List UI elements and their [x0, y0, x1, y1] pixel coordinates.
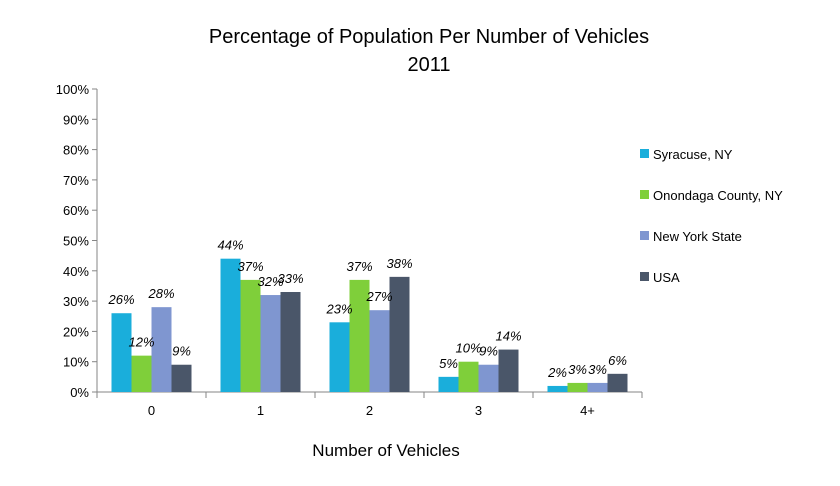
y-tick-label: 30%	[63, 294, 89, 309]
legend-entry: New York State	[653, 229, 742, 244]
bar	[369, 310, 390, 392]
data-label: 23%	[325, 301, 352, 316]
x-axis-title: Number of Vehicles	[312, 441, 459, 460]
data-label: 9%	[172, 344, 191, 359]
legend-entry: Syracuse, NY	[653, 147, 733, 162]
data-label: 14%	[495, 329, 521, 344]
data-labels: 26%12%28%9%44%37%32%33%23%37%27%38%5%10%…	[107, 238, 626, 380]
data-label: 5%	[439, 356, 458, 371]
bar	[547, 385, 568, 392]
chart-subtitle: 2011	[407, 54, 450, 76]
legend: Syracuse, NY Onondaga County, NY New York …	[640, 147, 783, 285]
bar	[329, 322, 350, 392]
x-tick-label: 2	[366, 403, 373, 418]
legend-entry: Onondaga County, NY	[653, 188, 783, 203]
data-label: 28%	[147, 286, 174, 301]
data-label: 26%	[107, 292, 134, 307]
data-label: 37%	[346, 259, 372, 274]
x-tick-label: 3	[475, 403, 482, 418]
x-tick-label: 0	[148, 403, 155, 418]
bar	[220, 258, 241, 392]
legend-swatch	[640, 149, 649, 158]
bars	[111, 258, 628, 392]
x-axis: 0 1 2 3 4+	[96, 391, 643, 418]
bar	[587, 382, 608, 392]
y-tick-label: 20%	[63, 324, 89, 339]
data-label: 27%	[365, 289, 392, 304]
chart-title: Percentage of Population Per Number of V…	[209, 26, 649, 48]
data-label: 3%	[588, 362, 607, 377]
data-label: 6%	[608, 353, 627, 368]
y-axis: 0% 10% 20% 30% 40% 50% 60% 70% 80% 90% 100%	[56, 82, 98, 400]
y-tick-label: 50%	[63, 234, 89, 249]
data-label: 38%	[386, 256, 412, 271]
bar	[111, 313, 132, 392]
data-label: 10%	[455, 341, 481, 356]
x-tick-label: 4+	[580, 403, 595, 418]
data-label: 33%	[277, 271, 303, 286]
legend-swatch	[640, 231, 649, 240]
bar	[171, 364, 192, 392]
bar	[131, 355, 152, 392]
bar	[151, 307, 172, 392]
y-tick-label: 70%	[63, 173, 89, 188]
legend-entry: USA	[653, 270, 680, 285]
legend-swatch	[640, 190, 649, 199]
data-label: 3%	[568, 362, 587, 377]
bar	[438, 376, 459, 392]
bar	[567, 382, 588, 392]
y-tick-label: 0%	[70, 385, 89, 400]
bar	[498, 349, 519, 392]
y-tick-label: 60%	[63, 203, 89, 218]
bar	[607, 373, 628, 392]
bar	[280, 292, 301, 392]
data-label: 12%	[128, 335, 154, 350]
bar	[260, 295, 281, 392]
y-tick-label: 10%	[63, 355, 89, 370]
bar	[240, 279, 261, 392]
bar	[349, 279, 370, 392]
data-label: 37%	[237, 259, 263, 274]
data-label: 2%	[547, 365, 567, 380]
legend-swatch	[640, 272, 649, 281]
data-label: 32%	[257, 274, 283, 289]
y-tick-label: 40%	[63, 264, 89, 279]
x-tick-label: 1	[257, 403, 264, 418]
y-tick-label: 80%	[63, 143, 89, 158]
bar	[458, 361, 479, 392]
bar	[389, 276, 410, 392]
y-tick-label: 100%	[56, 82, 90, 97]
y-tick-label: 90%	[63, 112, 89, 127]
data-label: 44%	[217, 238, 243, 253]
bar	[478, 364, 499, 392]
data-label: 9%	[479, 344, 498, 359]
